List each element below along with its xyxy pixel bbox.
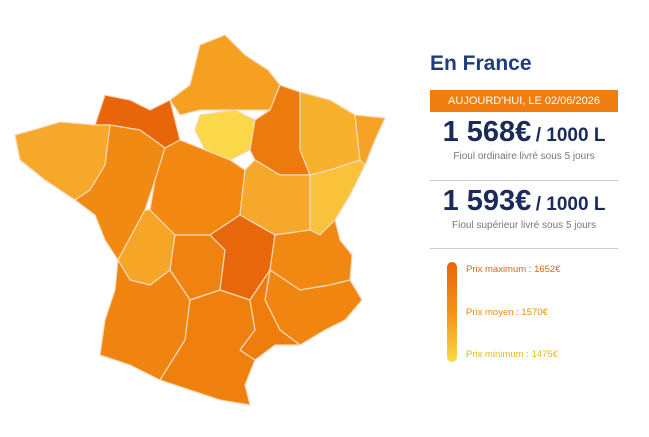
price-caption: Fioul supérieur livré sous 5 jours <box>452 220 596 231</box>
region <box>99 259 191 381</box>
price-amount: 1 593€ <box>442 185 532 217</box>
price-unit: / 1000 L <box>535 194 606 215</box>
price-block: 1 568€ / 1000 L Fioul ordinaire livré so… <box>430 116 618 162</box>
region <box>354 114 386 166</box>
separator <box>430 180 618 181</box>
region <box>239 269 301 361</box>
separator <box>430 248 618 249</box>
region <box>74 124 166 261</box>
heading: En France <box>430 52 532 75</box>
region <box>194 109 256 161</box>
region <box>169 34 281 116</box>
price-unit: / 1000 L <box>535 125 606 146</box>
legend-label: Prix minimum : 1475€ <box>466 349 558 360</box>
legend-label: Prix moyen : 1570€ <box>466 307 548 318</box>
price-amount: 1 568€ <box>442 116 532 148</box>
france-map <box>14 34 386 406</box>
legend-gradient <box>447 262 457 362</box>
date-banner: AUJOURD'HUI, LE 02/06/2026 <box>430 90 618 112</box>
legend-label: Prix maximum : 1652€ <box>466 264 561 275</box>
price-caption: Fioul ordinaire livré sous 5 jours <box>453 151 595 162</box>
price-block: 1 593€ / 1000 L Fioul supérieur livré so… <box>430 185 618 231</box>
